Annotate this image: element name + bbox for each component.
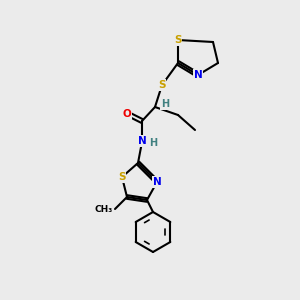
Text: S: S xyxy=(118,172,126,182)
Text: N: N xyxy=(138,136,146,146)
Text: S: S xyxy=(174,35,182,45)
Text: H: H xyxy=(161,99,169,109)
Text: H: H xyxy=(149,138,157,148)
Text: N: N xyxy=(153,177,161,187)
Text: S: S xyxy=(158,80,166,90)
Text: O: O xyxy=(123,109,131,119)
Text: CH₃: CH₃ xyxy=(95,205,113,214)
Text: N: N xyxy=(194,70,202,80)
